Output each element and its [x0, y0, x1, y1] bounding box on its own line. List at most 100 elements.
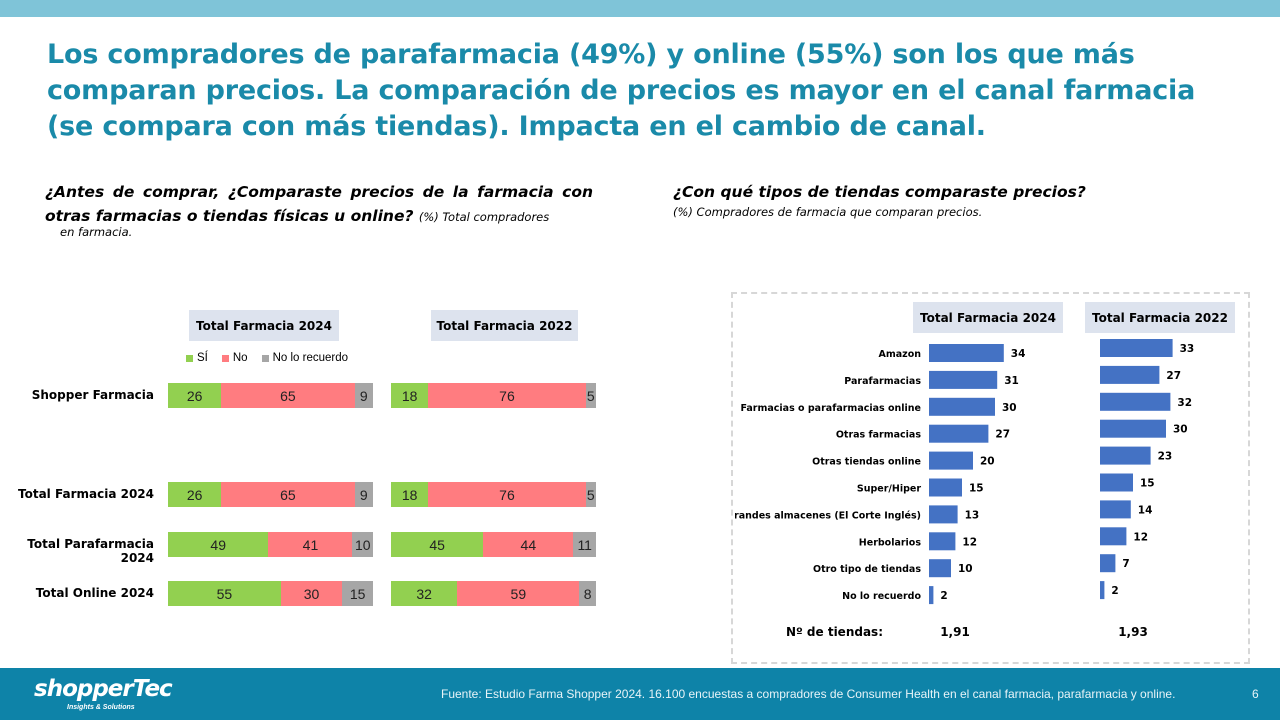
bar-segment-no-recuerdo: 5	[585, 482, 596, 507]
store-bar-2022-value: 12	[1133, 531, 1148, 543]
stacked-bar-2024-row-1: 26 65 9	[168, 482, 373, 507]
bar-segment-no: 59	[457, 581, 580, 606]
legend-item-no: No	[221, 352, 248, 364]
bar-segment-si: 26	[168, 482, 222, 507]
bar-segment-no: 76	[428, 383, 586, 408]
legend-item-si: SÍ	[186, 352, 208, 364]
stacked-bar-2024-row-2: 49 41 10	[168, 532, 373, 557]
bar-segment-no-recuerdo: 11	[573, 532, 596, 557]
stores-count-2024: 1,91	[940, 625, 970, 639]
stacked-bar-2022-row-2: 45 44 11	[391, 532, 596, 557]
right-question: ¿Con qué tipos de tiendas comparaste pre…	[673, 183, 1086, 201]
store-category-label: Super/Hiper	[857, 484, 921, 495]
bar-segment-si: 26	[168, 383, 222, 408]
legend-label-si: SÍ	[197, 352, 208, 364]
store-bar-2022	[1100, 392, 1171, 411]
legend-swatch-si	[186, 354, 193, 362]
store-category-label: Otras tiendas online	[812, 457, 921, 468]
store-bar-2024-value: 30	[1002, 402, 1017, 414]
store-category-label: No lo recuerdo	[842, 591, 921, 602]
stacked-bar-2024-row-3: 55 30 15	[168, 581, 373, 606]
legend-label-no-recuerdo: No lo recuerdo	[272, 352, 349, 364]
bar-segment-no: 41	[268, 532, 353, 557]
store-category-label: Amazon	[879, 349, 922, 360]
store-category-label: Grandes almacenes (El Corte Inglés)	[735, 510, 921, 521]
left-question-note: (%) Total compradores	[418, 210, 550, 224]
left-panel-header-2022: Total Farmacia 2022	[431, 310, 578, 341]
right-panel-header-2024: Total Farmacia 2024	[913, 302, 1063, 333]
store-bar-2022-value: 33	[1180, 343, 1195, 355]
top-accent-bar	[0, 0, 1280, 17]
store-bar-2022	[1100, 581, 1105, 600]
bar-segment-si: 55	[168, 581, 281, 606]
store-category-label: Parafarmacias	[844, 376, 921, 387]
bar-segment-no: 30	[280, 581, 343, 606]
store-bar-2024-value: 13	[965, 509, 980, 521]
store-bar-2024-value: 34	[1011, 348, 1026, 360]
bar-segment-no-recuerdo: 9	[354, 383, 373, 408]
source-note: Fuente: Estudio Farma Shopper 2024. 16.1…	[441, 687, 1176, 701]
bar-segment-no-recuerdo: 8	[579, 581, 596, 606]
store-bar-2024	[929, 451, 973, 470]
store-bar-2024	[929, 586, 934, 605]
store-bar-2024-value: 27	[995, 429, 1010, 441]
slide-title: Los compradores de parafarmacia (49%) y …	[47, 39, 1196, 142]
store-bar-2024	[929, 344, 1004, 362]
stores-count-2022: 1,93	[1118, 625, 1148, 639]
store-bar-2024	[929, 397, 995, 416]
bar-segment-si: 18	[391, 482, 429, 507]
bar-segment-no: 76	[428, 482, 586, 507]
stacked-bar-2022-row-3: 32 59 8	[391, 581, 596, 606]
store-bar-2022	[1100, 419, 1166, 438]
legend-swatch-no-recuerdo	[261, 354, 269, 362]
row-label-total-farmacia: Total Farmacia 2024	[18, 487, 154, 501]
left-panel-header-2024: Total Farmacia 2024	[189, 310, 339, 341]
legend-label-no: No	[232, 352, 248, 364]
store-bar-2024-value: 2	[940, 590, 947, 602]
chart-legend: SÍ No No lo recuerdo	[186, 352, 348, 364]
footer-bar	[0, 668, 1280, 720]
bar-segment-no: 44	[483, 532, 574, 557]
bar-segment-no-recuerdo: 5	[585, 383, 596, 408]
store-bar-2024-value: 20	[980, 456, 995, 468]
store-bar-2024-value: 12	[962, 536, 977, 548]
store-category-label: Otras farmacias	[836, 430, 922, 441]
store-bar-2022-value: 15	[1140, 478, 1155, 490]
store-types-panel	[731, 292, 1250, 664]
right-question-note: (%) Compradores de farmacia que comparan…	[673, 205, 983, 219]
store-bar-2024-value: 15	[969, 483, 984, 495]
stores-count-label: Nº de tiendas:	[786, 625, 883, 639]
shoppertec-logo: shopperTec	[34, 676, 173, 702]
stacked-bar-2024-row-0: 26 65 9	[168, 383, 373, 408]
store-bar-2022	[1100, 554, 1116, 573]
store-bar-2022-value: 7	[1122, 558, 1129, 570]
bar-segment-si: 45	[391, 532, 484, 557]
store-bar-2022	[1100, 446, 1151, 465]
store-bar-2022-value: 2	[1111, 585, 1118, 597]
store-bar-2024	[929, 505, 958, 524]
store-bar-2022	[1100, 365, 1160, 384]
left-question-note2: en farmacia.	[60, 225, 133, 239]
bar-segment-si: 18	[391, 383, 429, 408]
legend-item-no-recuerdo: No lo recuerdo	[261, 352, 349, 364]
store-bar-2024	[929, 559, 951, 578]
store-bar-2022	[1100, 473, 1133, 492]
store-bar-2022-value: 14	[1138, 504, 1153, 516]
page-number: 6	[1252, 687, 1259, 701]
bar-segment-si: 49	[168, 532, 269, 557]
shoppertec-logo-subtitle: Insights & Solutions	[67, 704, 135, 711]
bar-segment-no-recuerdo: 9	[354, 482, 373, 507]
store-category-label: Farmacias o parafarmacias online	[740, 403, 921, 414]
store-bar-2022	[1100, 339, 1173, 357]
stacked-bar-2022-row-1: 18 76 5	[391, 482, 596, 507]
left-question: ¿Antes de comprar, ¿Comparaste precios d…	[45, 180, 593, 240]
bar-segment-no: 65	[221, 383, 355, 408]
store-bar-2022-value: 23	[1158, 451, 1173, 463]
store-bar-2024-value: 31	[1004, 375, 1019, 387]
bar-segment-si: 32	[391, 581, 458, 606]
bar-segment-no: 65	[221, 482, 355, 507]
row-label-total-online: Total Online 2024	[35, 586, 154, 600]
store-bar-2022	[1100, 500, 1131, 519]
row-label-shopper-farmacia: Shopper Farmacia	[31, 388, 154, 402]
bar-segment-no-recuerdo: 15	[342, 581, 373, 606]
